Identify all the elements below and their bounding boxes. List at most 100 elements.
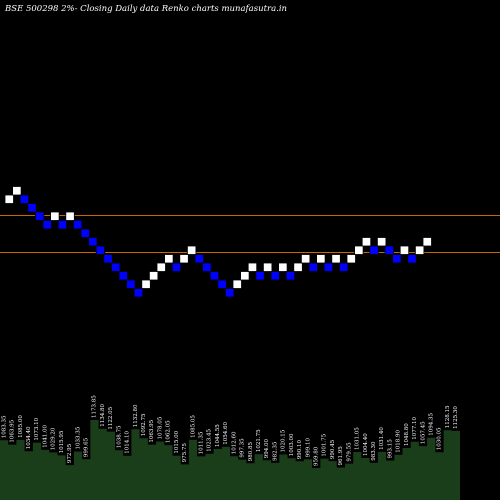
volume-label: 1132.80 xyxy=(133,404,139,427)
renko-brick-down xyxy=(270,271,280,281)
volume-label: 1092.75 xyxy=(141,413,147,436)
volume-label: 994.00 xyxy=(264,439,270,459)
volume-label: 975.75 xyxy=(182,443,188,463)
volume-label: 990.45 xyxy=(330,439,336,459)
renko-brick-up xyxy=(316,254,326,264)
volume-label: 997.35 xyxy=(240,438,246,458)
renko-brick-down xyxy=(384,245,394,255)
volume-label: 1014.10 xyxy=(125,431,131,454)
volume-label: 1048.80 xyxy=(404,423,410,446)
renko-brick-down xyxy=(217,279,227,289)
renko-brick-down xyxy=(369,245,379,255)
renko-brick-down xyxy=(392,254,402,264)
volume-label: 1073.10 xyxy=(34,417,40,440)
volume-label: 1021.75 xyxy=(256,429,262,452)
renko-brick-down xyxy=(103,254,113,264)
renko-brick-down xyxy=(133,288,144,298)
volume-label: 1085.00 xyxy=(18,415,24,438)
chart-title: BSE 500298 2%- Closing Daily data Renko … xyxy=(4,4,287,14)
renko-brick-down xyxy=(57,220,68,230)
renko-brick-down xyxy=(308,262,318,272)
volume-area-fill xyxy=(0,420,460,500)
volume-label: 1173.85 xyxy=(92,395,98,418)
volume-label: 1030.05 xyxy=(437,427,443,450)
volume-area xyxy=(0,420,460,500)
volume-label: 1011.35 xyxy=(199,431,205,454)
volume-label: 1012.60 xyxy=(231,431,237,454)
renko-brick-up xyxy=(354,245,364,255)
volume-label: 1063.95 xyxy=(10,419,16,442)
volume-label: 1001.75 xyxy=(322,433,328,456)
volume-label: 1134.80 xyxy=(100,404,106,427)
volume-label: 959.80 xyxy=(314,446,320,466)
renko-brick-up xyxy=(148,271,159,281)
volume-label: 1057.45 xyxy=(420,421,426,444)
volume-label: 1031.05 xyxy=(355,427,361,450)
volume-label: 1062.05 xyxy=(166,420,172,443)
renko-brick-down xyxy=(95,245,106,255)
volume-label: 1054.60 xyxy=(223,421,229,444)
renko-brick-down xyxy=(323,262,334,272)
volume-label: 1041.00 xyxy=(42,425,48,448)
volume-label: 1044.55 xyxy=(215,424,221,447)
volume-label: 1128.15 xyxy=(445,405,451,428)
renko-brick-down xyxy=(118,271,128,281)
renko-brick-down xyxy=(407,254,417,264)
volume-label: 979.55 xyxy=(346,442,352,462)
renko-brick-down xyxy=(42,220,52,230)
volume-label: 1083.35 xyxy=(1,415,7,438)
volume-label: 980.85 xyxy=(248,442,254,462)
volume-label: 1078.05 xyxy=(157,416,163,439)
volume-label: 1125.30 xyxy=(453,406,459,429)
volume-label: 982.35 xyxy=(272,441,278,461)
volume-label: 1003.00 xyxy=(289,433,295,456)
volume-label: 1023.45 xyxy=(207,428,213,451)
renko-brick-up xyxy=(293,262,303,272)
renko-brick-down xyxy=(224,288,235,298)
renko-brick-up xyxy=(12,186,22,196)
renko-brick-up xyxy=(4,194,14,204)
renko-brick-up xyxy=(65,211,75,221)
volume-label: 1038.75 xyxy=(116,425,122,448)
renko-brick-up xyxy=(422,237,432,247)
renko-brick-up xyxy=(361,237,372,247)
volume-label: 1015.95 xyxy=(59,430,65,453)
renko-brick-up xyxy=(346,254,356,264)
renko-brick-up xyxy=(300,254,311,264)
volume-label: 972.95 xyxy=(67,443,73,463)
volume-label: 1018.90 xyxy=(396,429,402,452)
volume-label: 1034.40 xyxy=(26,426,32,449)
volume-label: 1020.15 xyxy=(281,429,287,452)
volume-label: 1094.35 xyxy=(429,413,435,436)
renko-brick-down xyxy=(285,271,296,281)
renko-brick-down xyxy=(27,203,37,213)
renko-brick-down xyxy=(88,237,98,247)
renko-brick-up xyxy=(240,271,250,281)
renko-brick-up xyxy=(247,262,258,272)
renko-brick-up xyxy=(262,262,273,272)
volume-label: 1015.00 xyxy=(174,430,180,453)
renko-brick-up xyxy=(186,245,197,255)
renko-brick-up xyxy=(376,237,387,247)
renko-brick-down xyxy=(35,211,45,221)
renko-brick-up xyxy=(399,245,410,255)
renko-brick-up xyxy=(141,279,151,289)
renko-brick-down xyxy=(255,271,265,281)
renko-brick-down xyxy=(194,254,204,264)
renko-brick-up xyxy=(278,262,288,272)
renko-brick-down xyxy=(80,228,90,238)
renko-brick-up xyxy=(179,254,189,264)
volume-label: 1063.95 xyxy=(149,419,155,442)
volume-label: 999.65 xyxy=(84,437,90,457)
renko-brick-up xyxy=(232,279,242,289)
renko-brick-up xyxy=(331,254,341,264)
volume-label: 1033.35 xyxy=(75,426,81,449)
renko-brick-down xyxy=(111,262,121,272)
renko-brick-down xyxy=(202,262,212,272)
volume-label: 1077.10 xyxy=(412,416,418,439)
volume-label: 1122.05 xyxy=(108,406,114,429)
volume-label: 1004.40 xyxy=(363,433,369,456)
